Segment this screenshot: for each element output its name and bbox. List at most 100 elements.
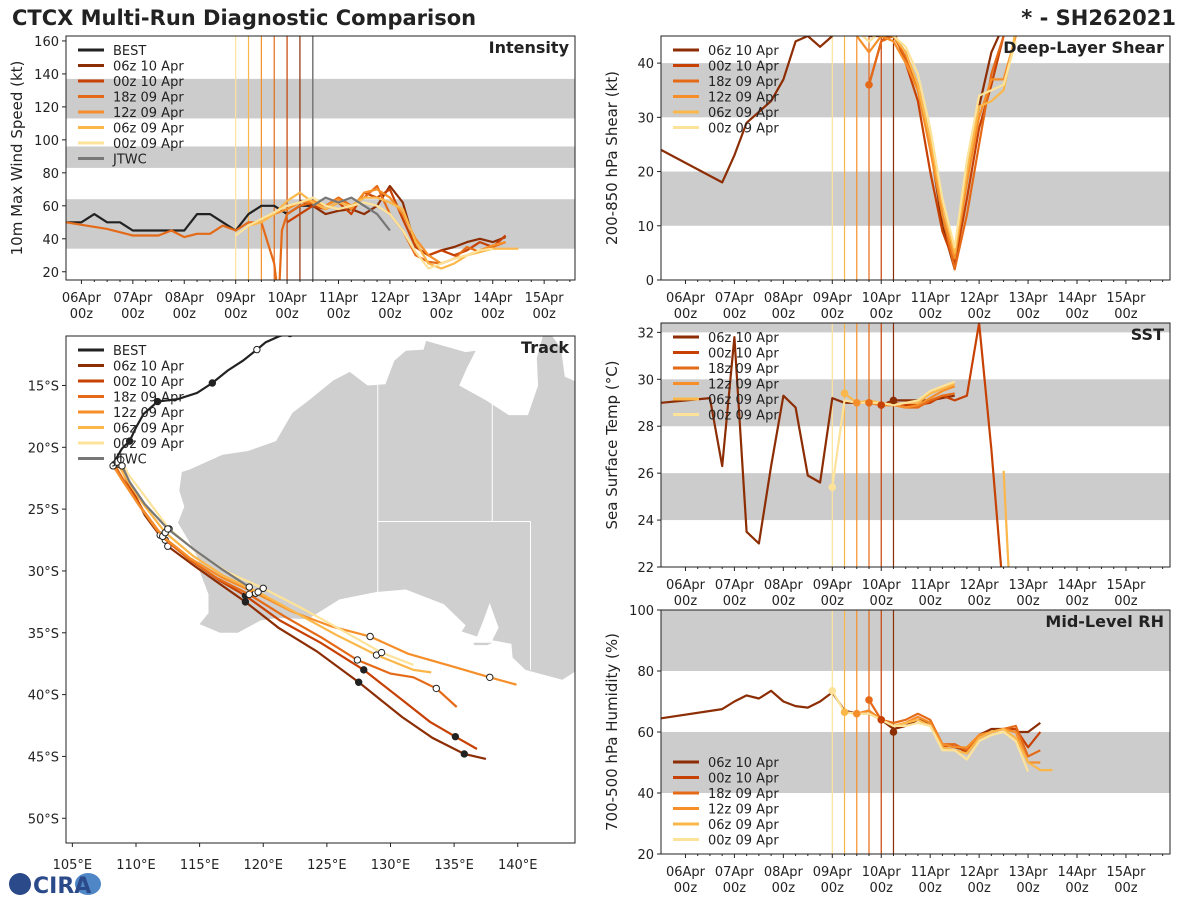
x-tick-hour: 00z <box>772 881 796 896</box>
x-tick-date: 06Apr <box>666 865 706 880</box>
x-tick-hour: 00z <box>918 307 942 322</box>
x-tick-date: 15Apr <box>525 291 565 306</box>
x-tick-date: 06Apr <box>666 291 706 306</box>
y-tick-label: 35°S <box>28 627 59 642</box>
track-point-18z-09-apr <box>353 656 362 664</box>
track-point-best <box>208 379 217 387</box>
x-tick-hour: 00z <box>821 881 845 896</box>
legend-label-12z-09-apr: 12z 09 Apr <box>708 378 779 393</box>
panel-intensity: 06Apr00z07Apr00z08Apr00z09Apr00z10Apr00z… <box>8 35 576 322</box>
legend-label-06z-09-apr: 06z 09 Apr <box>113 422 184 437</box>
series-line-00z-09-apr <box>831 690 1030 773</box>
y-tick-label: 20 <box>42 266 59 281</box>
track-point-best <box>253 345 261 354</box>
x-tick-hour: 00z <box>967 881 991 896</box>
panel-frame <box>65 35 576 281</box>
x-tick-hour: 00z <box>378 307 402 322</box>
track-point-06z-10-apr <box>241 598 250 606</box>
shaded-band <box>661 171 1170 226</box>
x-tick-hour: 00z <box>772 594 796 609</box>
track-point-00z-09-apr <box>377 648 386 657</box>
track-line-best <box>114 336 285 467</box>
x-tick-hour: 00z <box>121 307 145 322</box>
plot-area <box>661 323 1170 567</box>
track-point-best <box>153 397 162 406</box>
track-point-00z-10-apr <box>451 732 460 741</box>
y-tick-label: 20 <box>637 848 654 863</box>
y-tick-label: 50°S <box>28 812 59 827</box>
figure-title: CTCX Multi-Run Diagnostic Comparison <box>12 6 476 30</box>
x-tick-date: 13Apr <box>1009 865 1049 880</box>
x-tick-label: 135°E <box>434 858 474 873</box>
series-line-12z-09-apr <box>855 36 1017 260</box>
storm-id: * - SH262021 <box>1021 6 1176 30</box>
legend-label-06z-09-apr: 06z 09 Apr <box>708 818 779 833</box>
init-marker-18z-09-apr <box>865 398 873 407</box>
x-tick-hour: 00z <box>532 307 556 322</box>
logo-globe-icon <box>9 873 31 895</box>
x-tick-date: 15Apr <box>1106 865 1146 880</box>
x-tick-date: 09Apr <box>813 578 853 593</box>
x-tick-date: 15Apr <box>1106 291 1146 306</box>
track-point-00z-10-apr <box>360 666 368 674</box>
y-tick-label: 32 <box>637 326 654 341</box>
y-axis-label: 200-850 hPa Shear (kt) <box>603 71 621 245</box>
x-tick-hour: 00z <box>674 307 698 322</box>
track-point-18z-09-apr <box>432 684 440 693</box>
series-line-18z-09-apr <box>868 699 1041 758</box>
y-tick-label: 40°S <box>28 689 59 704</box>
x-tick-hour: 00z <box>870 594 894 609</box>
x-tick-hour: 00z <box>821 594 845 609</box>
x-tick-date: 09Apr <box>813 291 853 306</box>
x-tick-date: 15Apr <box>1106 578 1146 593</box>
x-tick-hour: 00z <box>327 307 351 322</box>
x-tick-hour: 00z <box>1065 594 1089 609</box>
legend-label-18z-09-apr: 18z 09 Apr <box>113 91 184 106</box>
x-tick-hour: 00z <box>918 881 942 896</box>
init-marker-18z-09-apr <box>865 81 873 89</box>
panel-frame <box>660 322 1171 568</box>
x-tick-date: 09Apr <box>813 865 853 880</box>
x-tick-hour: 00z <box>723 594 747 609</box>
y-tick-label: 22 <box>637 561 654 576</box>
x-tick-date: 11Apr <box>911 291 951 306</box>
x-tick-date: 07Apr <box>715 865 755 880</box>
legend-label-00z-09-apr: 00z 09 Apr <box>113 137 184 152</box>
legend-label-12z-09-apr: 12z 09 Apr <box>708 803 779 818</box>
panel-track: 105°E 110°E 115°E 120°E 125°E 130°E 135°E 140°E… <box>28 335 576 873</box>
series-line-18z-09-apr <box>66 184 506 280</box>
x-tick-date: 12Apr <box>960 291 1000 306</box>
x-tick-date: 06Apr <box>666 578 706 593</box>
panel-frame <box>660 35 1171 281</box>
series-line-best <box>66 204 313 232</box>
shaded-band <box>661 610 1170 671</box>
australia-land-shape <box>178 336 575 680</box>
y-tick-label: 20 <box>637 166 654 181</box>
legend-label-00z-10-apr: 00z 10 Apr <box>113 375 184 390</box>
y-tick-label: 25°S <box>28 503 59 518</box>
x-tick-date: 13Apr <box>1009 291 1049 306</box>
series-line-jtwc <box>312 196 391 232</box>
series-line-06z-10-apr <box>661 336 955 545</box>
y-tick-label: 40 <box>637 57 654 72</box>
track-point-12z-09-apr <box>486 673 494 681</box>
x-tick-date: 07Apr <box>715 578 755 593</box>
series-line-06z-10-apr <box>299 184 506 257</box>
legend-label-06z-10-apr: 06z 10 Apr <box>708 331 779 346</box>
x-tick-date: 10Apr <box>862 865 902 880</box>
x-tick-date: 07Apr <box>715 291 755 306</box>
shaded-band <box>661 732 1170 793</box>
y-tick-label: 0 <box>646 274 654 289</box>
x-tick-date: 08Apr <box>764 578 804 593</box>
legend-label-jtwc: JTWC <box>112 153 147 168</box>
init-marker-00z-10-apr <box>877 716 886 724</box>
x-tick-label: 105°E <box>53 858 93 873</box>
shaded-band <box>66 78 575 119</box>
x-tick-hour: 00z <box>870 881 894 896</box>
init-marker-12z-09-apr <box>852 398 861 407</box>
init-marker-06z-10-apr <box>889 396 898 405</box>
panel-title: Mid-Level RH <box>1045 612 1164 631</box>
x-tick-label: 115°E <box>180 858 220 873</box>
